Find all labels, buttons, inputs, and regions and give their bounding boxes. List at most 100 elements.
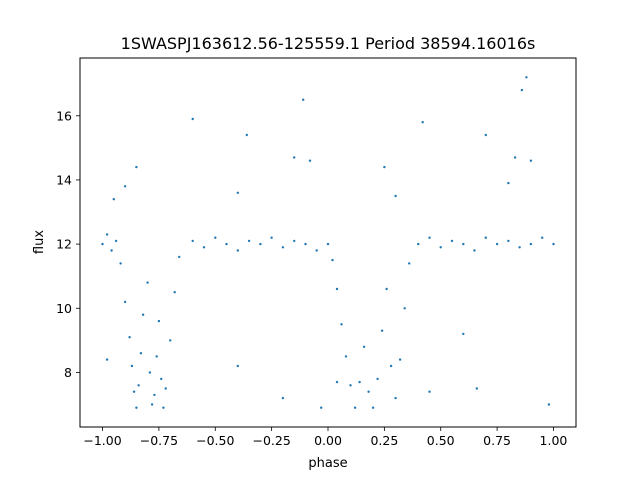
data-point — [428, 390, 431, 393]
data-point — [169, 339, 172, 342]
data-point — [529, 159, 533, 162]
x-tick-label: 0.75 — [483, 433, 511, 448]
data-point — [155, 355, 158, 358]
x-tick-label: −0.25 — [252, 433, 290, 448]
data-point — [225, 242, 228, 246]
data-point — [123, 185, 127, 188]
data-point — [105, 358, 109, 361]
data-point — [475, 387, 478, 390]
data-point — [326, 242, 330, 246]
data-point — [421, 121, 424, 124]
data-point — [270, 236, 273, 239]
data-point — [135, 406, 138, 409]
data-point — [101, 242, 104, 246]
data-point — [394, 396, 397, 400]
data-point — [164, 387, 167, 390]
data-point — [304, 242, 307, 246]
x-tick-label: 0.00 — [314, 433, 342, 448]
x-axis-ticks: −1.00 −0.75 −0.50 −0.25 0.00 0.25 0.50 0.75 1.00 — [83, 427, 567, 448]
data-point — [518, 246, 521, 249]
data-point — [473, 249, 476, 252]
data-point — [520, 88, 524, 92]
x-tick-label: −1.00 — [83, 433, 121, 448]
y-axis-ticks: 8 10 12 14 16 — [56, 108, 80, 380]
data-point — [507, 239, 510, 243]
data-point — [245, 133, 248, 137]
scatter-points — [101, 76, 555, 409]
data-point — [529, 242, 533, 246]
x-tick-label: 1.00 — [540, 433, 568, 448]
data-point — [417, 242, 420, 246]
data-point — [302, 98, 305, 101]
data-point — [340, 323, 343, 326]
data-point — [398, 358, 402, 361]
data-point — [139, 352, 143, 355]
data-point — [160, 377, 163, 381]
data-point — [552, 242, 555, 246]
data-point — [132, 390, 136, 393]
data-point — [293, 156, 296, 159]
data-point — [541, 236, 544, 239]
data-point — [259, 242, 262, 246]
data-point — [173, 291, 176, 294]
data-point — [385, 287, 388, 291]
plot-frame — [79, 57, 577, 428]
y-tick-label: 12 — [56, 237, 72, 252]
data-point — [349, 384, 352, 387]
data-point — [112, 198, 116, 201]
data-point — [403, 307, 406, 310]
data-point — [335, 287, 339, 291]
data-point — [135, 165, 138, 169]
data-point — [150, 403, 154, 406]
data-point — [236, 249, 239, 252]
x-tick-label: 0.25 — [370, 433, 398, 448]
data-point — [389, 364, 393, 368]
data-point — [547, 403, 551, 406]
chart-title: 1SWASPJ163612.56-125559.1 Period 38594.1… — [121, 34, 536, 53]
x-tick-label: 0.50 — [427, 433, 455, 448]
data-point — [495, 242, 499, 246]
data-point — [507, 181, 510, 185]
data-point — [236, 191, 239, 194]
data-point — [344, 355, 348, 358]
data-point — [380, 329, 384, 332]
data-point — [281, 246, 285, 249]
data-point — [191, 239, 194, 243]
data-point — [450, 239, 454, 243]
data-point — [394, 194, 397, 198]
data-point — [525, 76, 528, 79]
data-point — [214, 236, 217, 239]
data-point — [178, 255, 181, 259]
data-point — [484, 236, 487, 239]
data-point — [130, 364, 134, 368]
data-point — [281, 396, 285, 400]
y-axis-label: flux — [32, 230, 47, 254]
data-point — [123, 300, 127, 304]
x-tick-label: −0.75 — [140, 433, 178, 448]
data-point — [148, 371, 152, 374]
data-point — [308, 159, 312, 162]
y-tick-label: 16 — [56, 108, 72, 123]
data-point — [462, 332, 465, 336]
data-point — [141, 313, 145, 316]
data-point — [439, 246, 442, 249]
data-point — [105, 233, 109, 236]
y-tick-label: 8 — [64, 365, 72, 380]
data-point — [236, 364, 239, 368]
data-point — [408, 262, 411, 265]
y-tick-label: 14 — [56, 172, 72, 187]
data-point — [428, 236, 431, 239]
data-point — [362, 345, 366, 348]
data-point — [371, 406, 375, 409]
data-point — [376, 377, 379, 381]
data-point — [484, 133, 487, 137]
data-point — [513, 156, 517, 159]
data-point — [335, 380, 339, 384]
data-point — [137, 384, 140, 387]
data-point — [153, 393, 156, 397]
data-point — [157, 319, 161, 323]
data-point — [315, 249, 318, 252]
data-point — [146, 281, 149, 284]
